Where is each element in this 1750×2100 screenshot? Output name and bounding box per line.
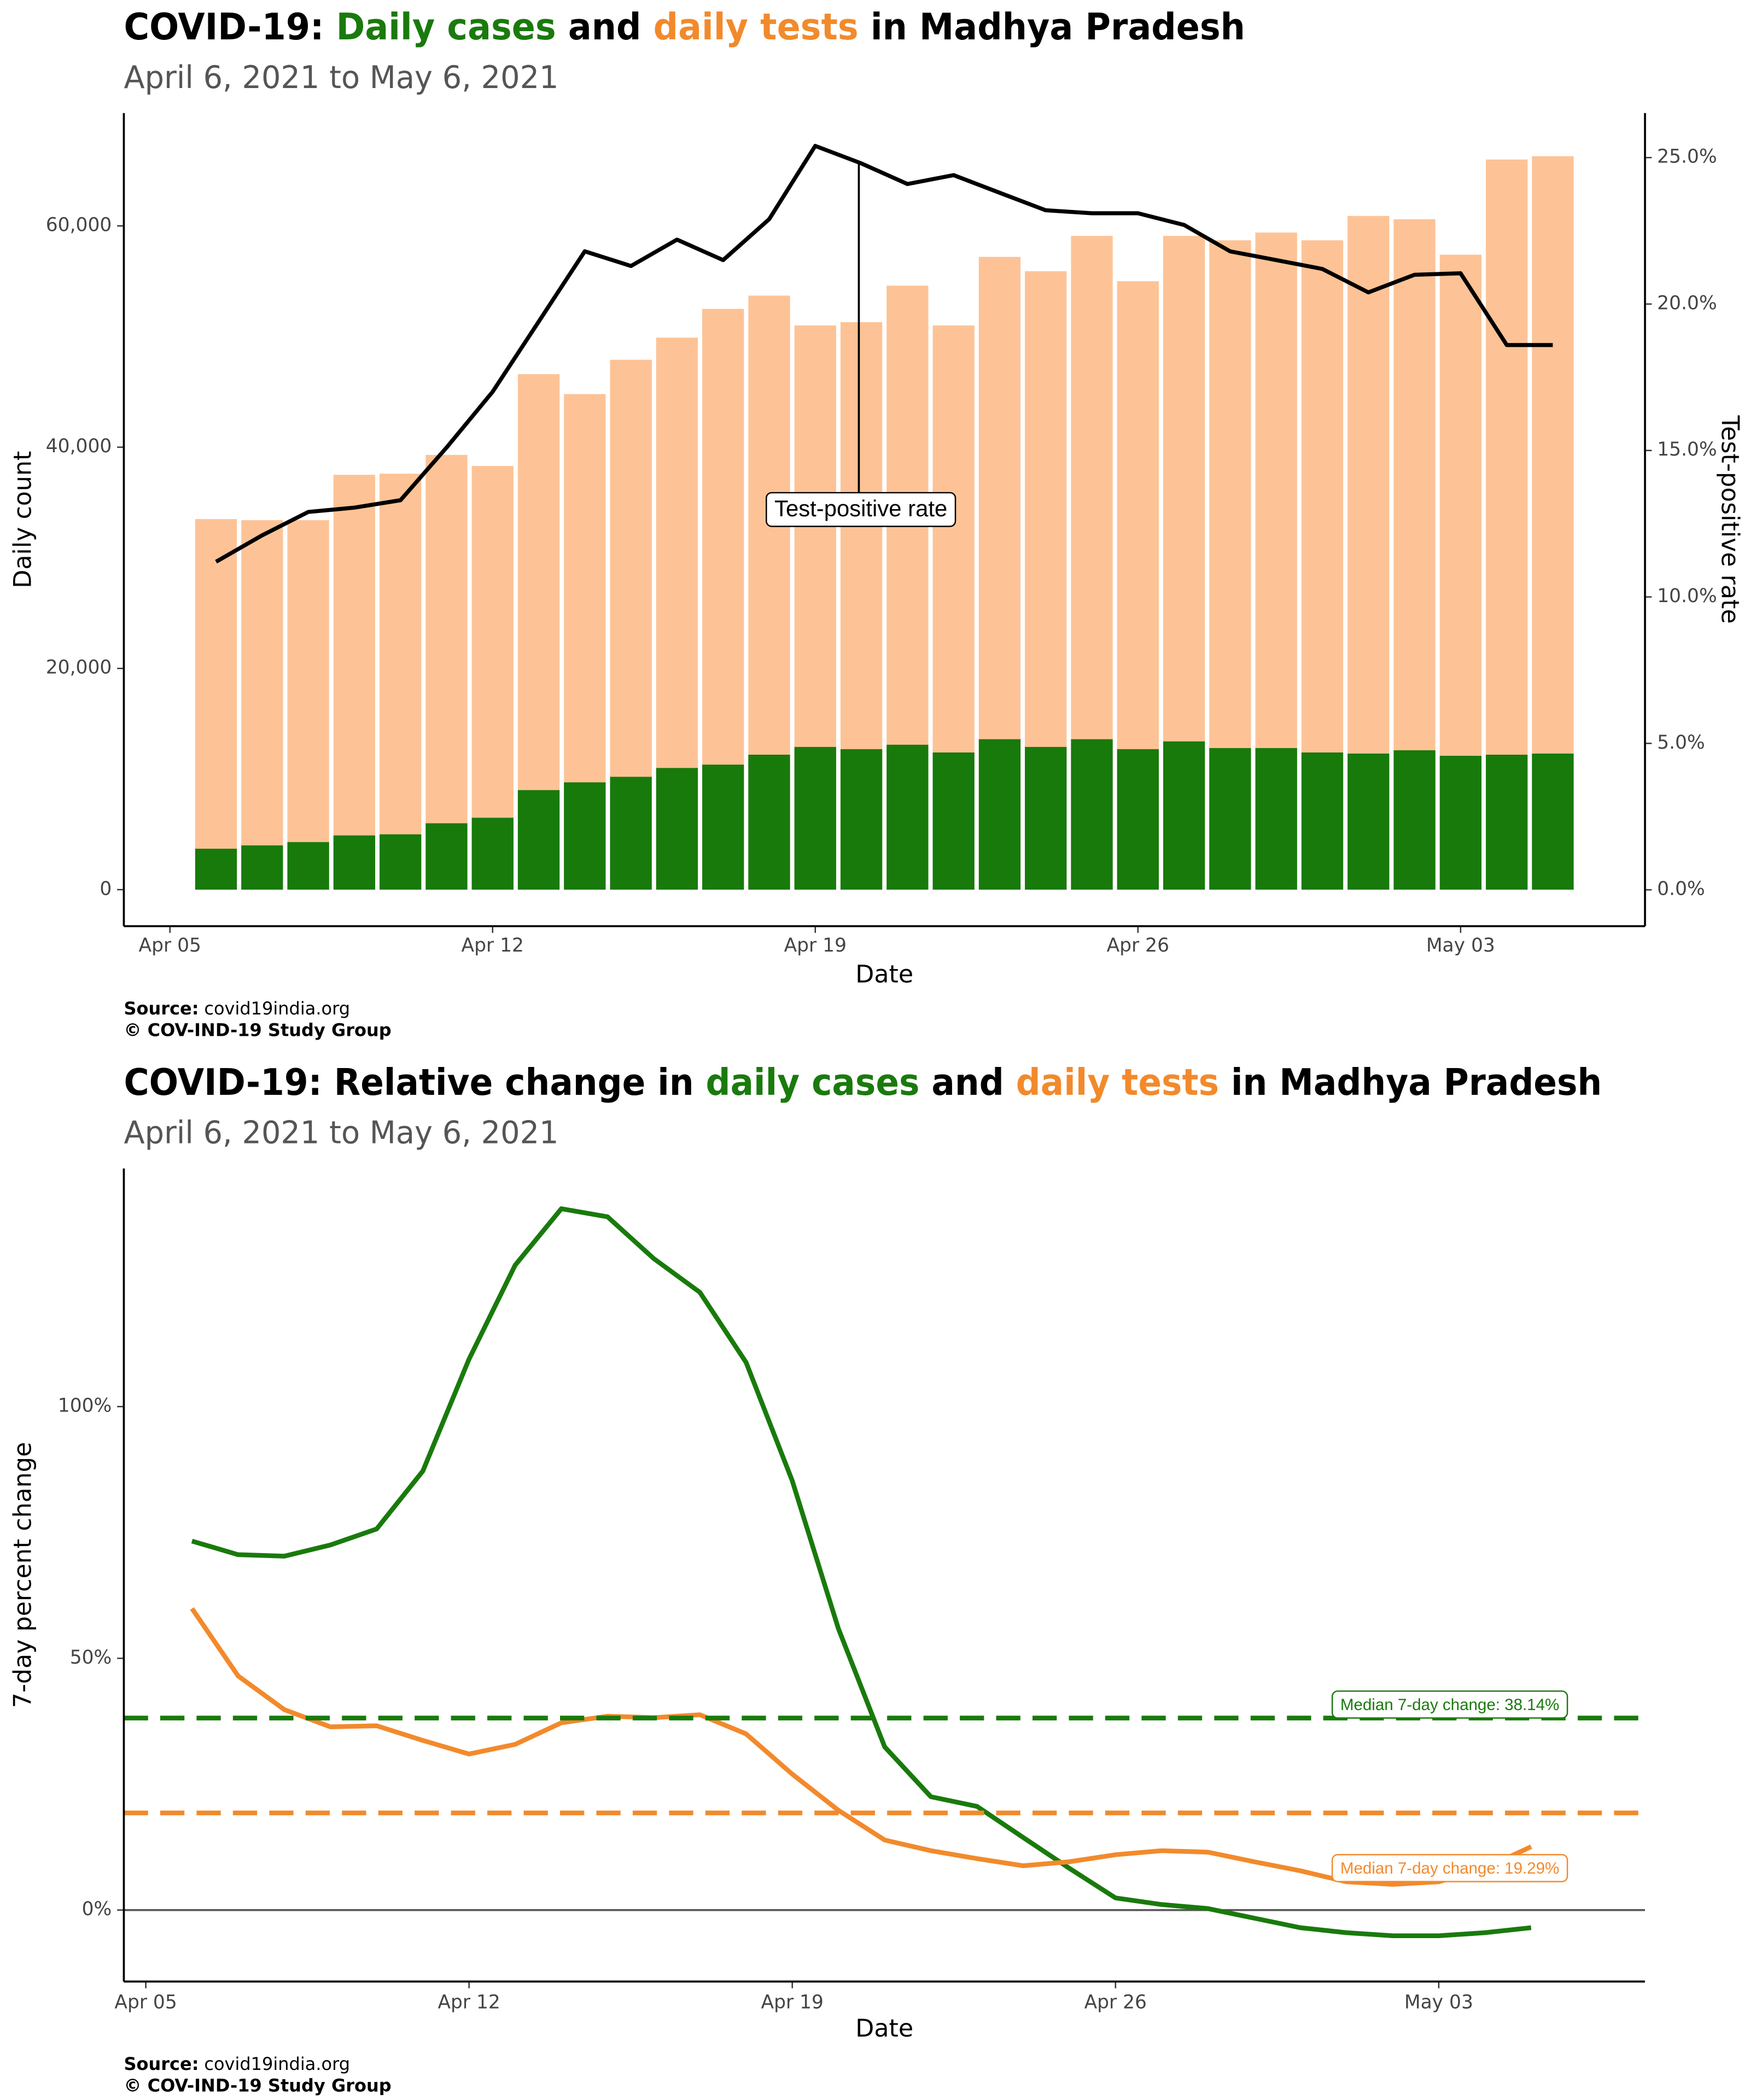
median-label: Median 7-day change: 19.29% [1340, 1859, 1559, 1877]
bar [748, 755, 790, 890]
series-line [190, 1607, 1532, 1887]
title-part: and [920, 1061, 1016, 1104]
bar [380, 474, 422, 890]
y2-tick-label: 15.0% [1657, 439, 1717, 460]
caption-source: Source: covid19india.org [124, 2054, 350, 2074]
bar [425, 823, 468, 890]
panel: COVID-19: Relative change in daily cases… [9, 1061, 1645, 2096]
y-tick-label: 0 [100, 878, 112, 900]
y-axis-title: 7-day percent change [9, 1442, 37, 1708]
title-part: COVID-19: [124, 5, 336, 48]
caption-source-value: covid19india.org [204, 998, 350, 1019]
y2-axis-title: Test-positive rate [1716, 415, 1744, 624]
title-part: daily tests [1016, 1061, 1219, 1104]
x-tick-label: Apr 26 [1107, 935, 1169, 956]
title-part: in Madhya Pradesh [859, 5, 1245, 48]
bar [333, 475, 376, 890]
bar [794, 746, 836, 890]
bar [1117, 749, 1159, 890]
bar [241, 845, 283, 890]
bar [380, 834, 422, 890]
bar [1393, 750, 1436, 890]
bar [1301, 752, 1344, 890]
x-axis-title: Date [855, 961, 913, 989]
y-tick-label: 40,000 [46, 435, 112, 457]
caption-source-value: covid19india.org [204, 2054, 350, 2074]
caption-source-label: Source: [124, 998, 199, 1019]
y-tick-label: 20,000 [46, 657, 112, 679]
title-part: daily tests [654, 5, 859, 48]
title-part: and [556, 5, 654, 48]
series-line [215, 144, 1553, 564]
annotation: Test-positive rate [774, 495, 947, 521]
title-part: COVID-19: Relative change in [124, 1061, 705, 1104]
caption-credit: © COV-IND-19 Study Group [124, 1020, 391, 1041]
x-tick-label: Apr 19 [761, 1991, 824, 2013]
bar [1071, 739, 1113, 890]
chart-subtitle: April 6, 2021 to May 6, 2021 [124, 1115, 558, 1151]
bar [1485, 755, 1528, 890]
y2-tick-label: 10.0% [1657, 585, 1717, 607]
y-tick-label: 60,000 [46, 214, 112, 236]
series-line [191, 1206, 1532, 1939]
chart-title: COVID-19: Daily cases and daily tests in… [124, 5, 1245, 48]
bar [1163, 741, 1205, 890]
bar [333, 835, 376, 890]
title-part: Daily cases [336, 5, 556, 48]
bar [1209, 748, 1251, 890]
bar [978, 739, 1021, 890]
bar [195, 848, 237, 890]
chart-subtitle: April 6, 2021 to May 6, 2021 [124, 60, 558, 96]
title-part: in Madhya Pradesh [1219, 1061, 1602, 1104]
bar [1532, 753, 1574, 890]
median-label: Median 7-day change: 38.14% [1340, 1696, 1559, 1714]
panel: COVID-19: Daily cases and daily tests in… [9, 5, 1743, 1040]
x-tick-label: Apr 12 [462, 935, 524, 956]
x-tick-label: Apr 26 [1084, 1991, 1147, 2013]
x-axis-title: Date [855, 2015, 913, 2043]
x-tick-label: Apr 12 [438, 1991, 500, 2013]
bar [932, 752, 975, 890]
y-axis-title: Daily count [9, 451, 37, 588]
bar [1439, 756, 1481, 890]
annotation-box [766, 492, 956, 527]
x-tick-label: Apr 05 [114, 1991, 177, 2013]
y-tick-label: 100% [58, 1395, 112, 1417]
chart-title: COVID-19: Relative change in daily cases… [124, 1061, 1602, 1104]
bar [840, 749, 883, 890]
y-tick-label: 0% [82, 1898, 112, 1920]
caption-source: Source: covid19india.org [124, 998, 350, 1019]
bar [287, 520, 329, 890]
y2-tick-label: 25.0% [1657, 146, 1717, 168]
caption-credit: © COV-IND-19 Study Group [124, 2075, 391, 2096]
x-tick-label: Apr 05 [139, 935, 201, 956]
x-tick-label: May 03 [1404, 1991, 1473, 2013]
bar [471, 818, 514, 890]
x-tick-label: Apr 19 [784, 935, 847, 956]
bar [287, 842, 329, 890]
y2-tick-label: 20.0% [1657, 292, 1717, 314]
y-tick-label: 50% [70, 1647, 112, 1669]
median-label-box [1331, 1854, 1568, 1882]
bar [425, 454, 468, 890]
bar [241, 520, 283, 890]
bar [886, 744, 929, 890]
bar [702, 765, 744, 890]
bar [656, 768, 698, 890]
bar [564, 782, 606, 890]
x-tick-label: May 03 [1426, 935, 1495, 956]
bar [1025, 746, 1067, 890]
caption-source-label: Source: [124, 2054, 199, 2074]
bar [195, 519, 237, 890]
y2-tick-label: 5.0% [1657, 732, 1705, 754]
median-label-box [1331, 1690, 1568, 1719]
y2-tick-label: 0.0% [1657, 878, 1705, 900]
title-part: daily cases [706, 1061, 920, 1104]
bar [517, 790, 560, 890]
bar [1255, 748, 1297, 890]
bar [1348, 753, 1390, 890]
bar [610, 777, 652, 890]
